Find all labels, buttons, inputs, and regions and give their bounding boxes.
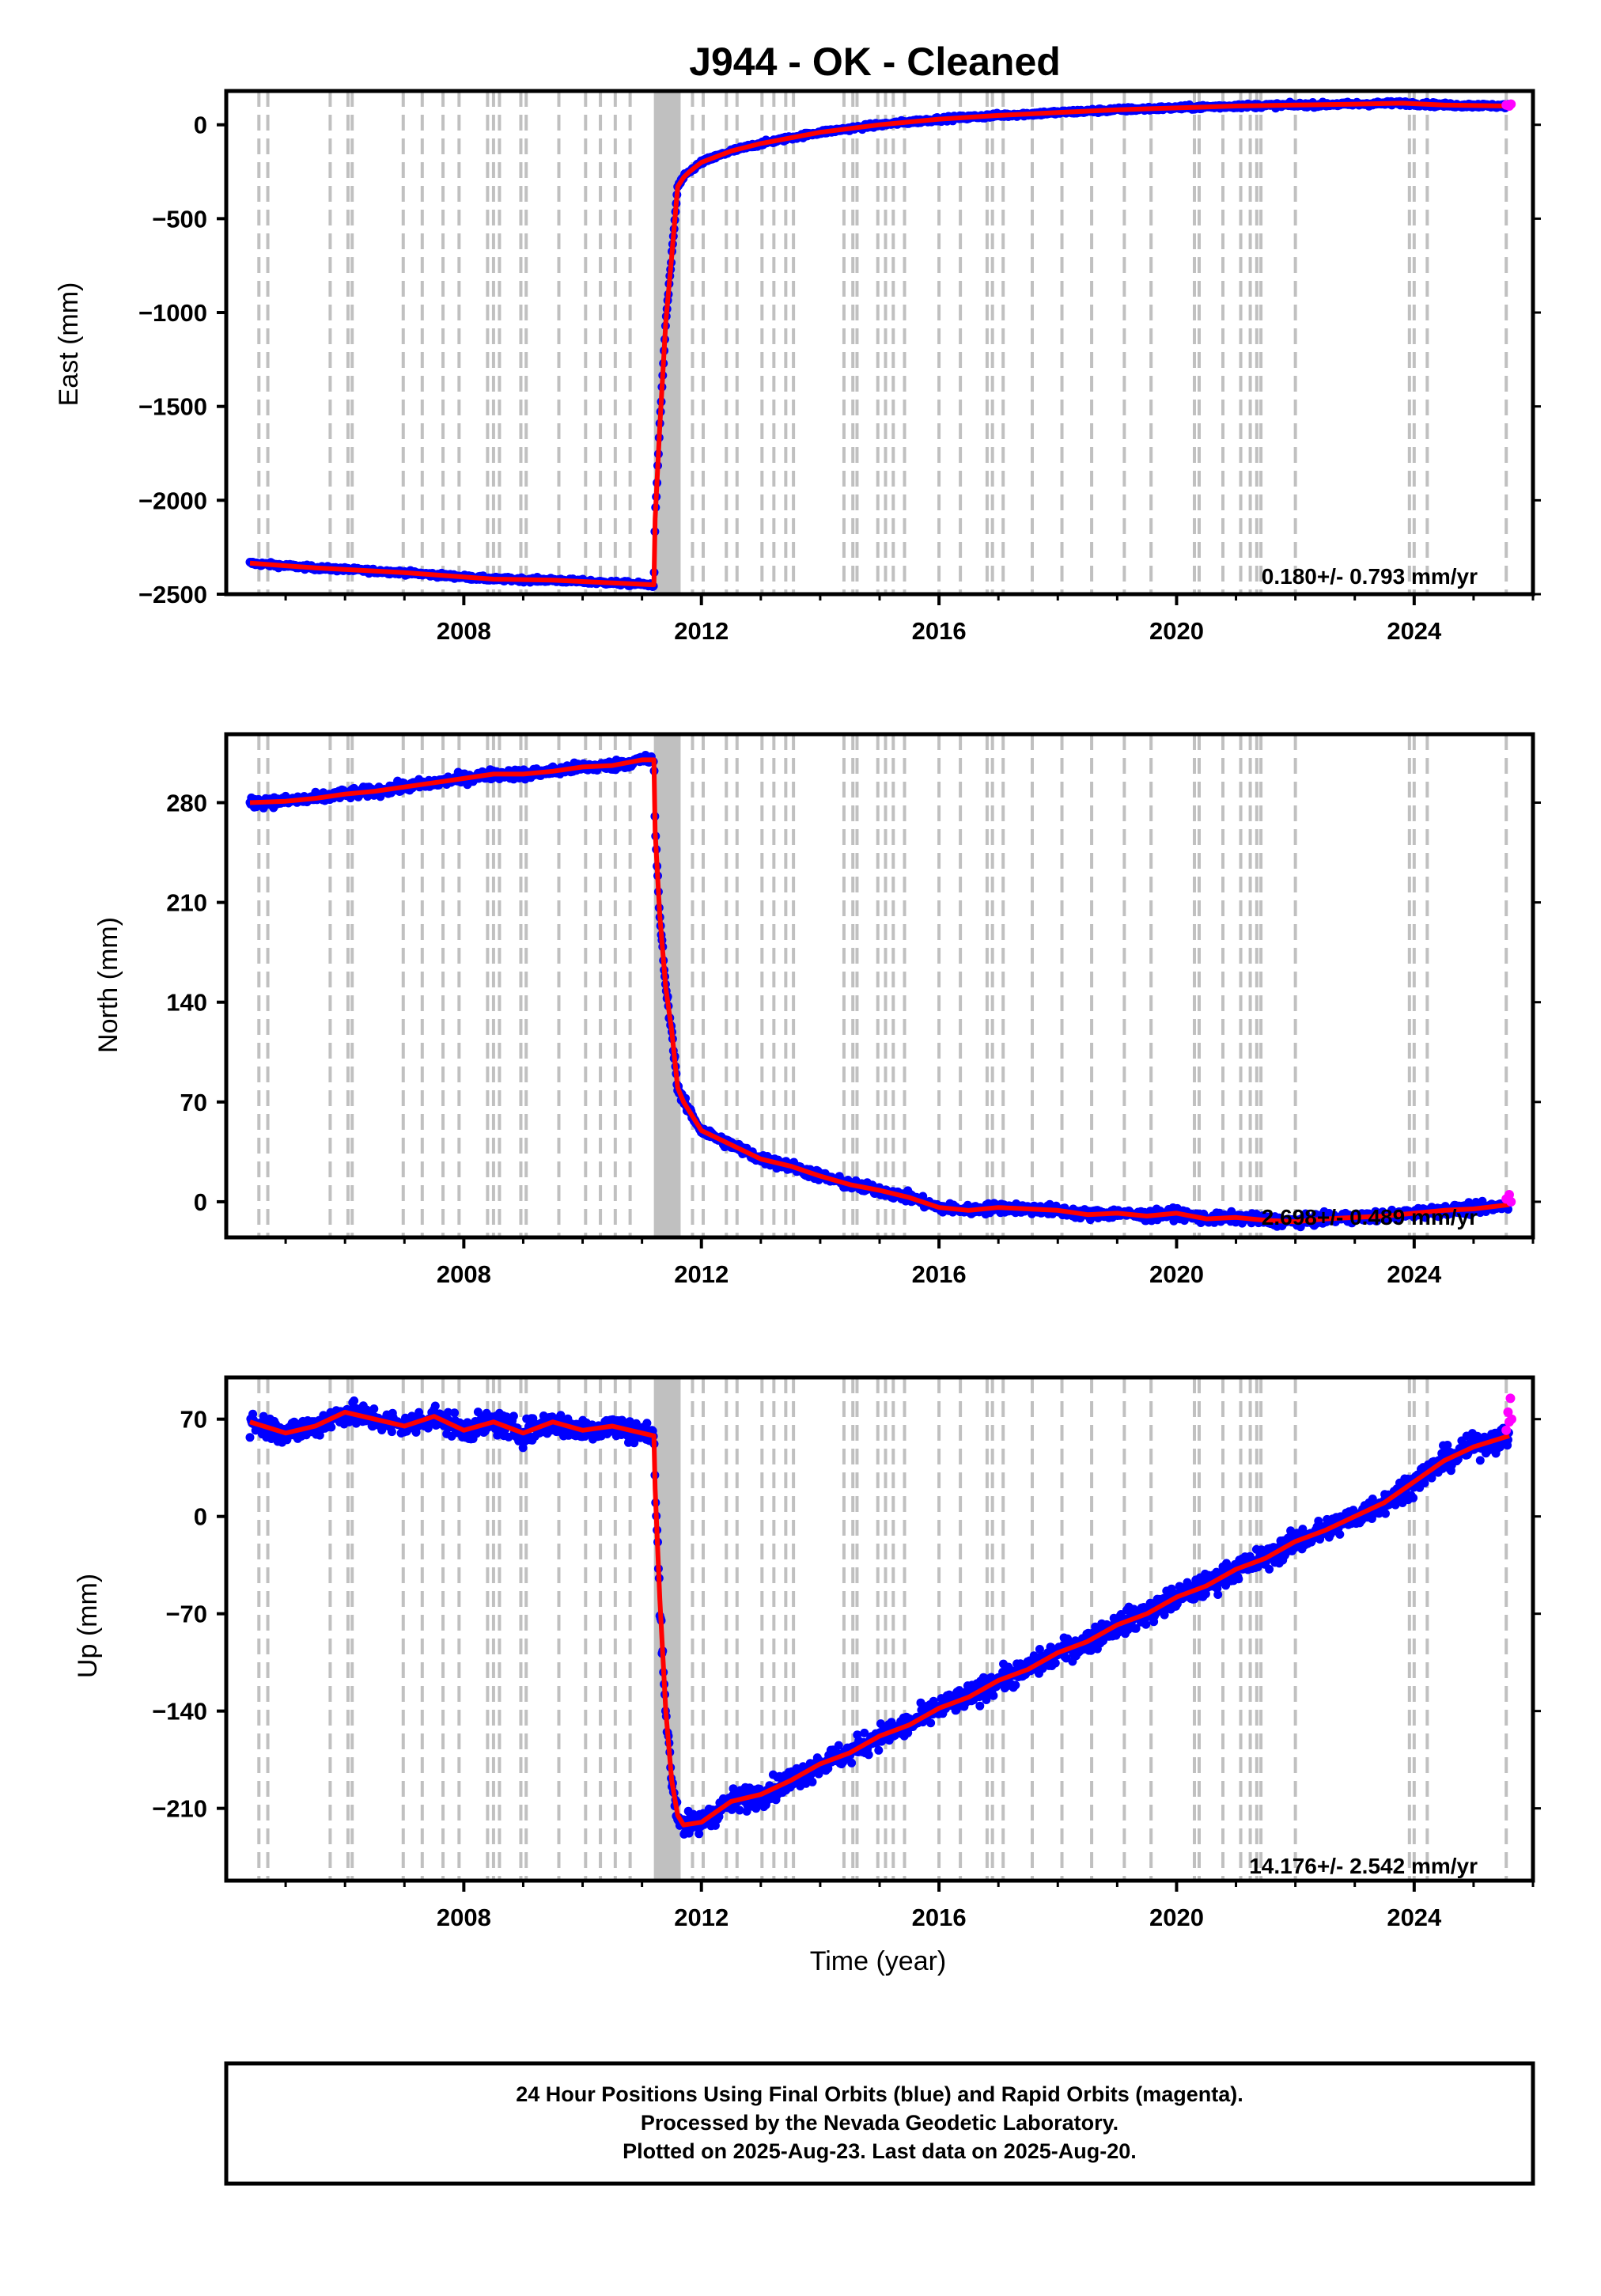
data-point: [1035, 1645, 1044, 1654]
final-orbit-points: [245, 751, 1513, 1232]
trend-line: [249, 100, 1510, 588]
y-tick-label: 280: [166, 789, 207, 816]
data-point: [315, 1430, 324, 1440]
data-point: [518, 1443, 528, 1453]
x-ticks: 2008 2012 2016 2020 2024: [284, 1237, 1535, 1288]
x-tick-label: 2012: [674, 1260, 729, 1288]
data-point: [528, 1414, 538, 1423]
y-axis-label: East (mm): [54, 282, 84, 407]
rapid-point: [1506, 99, 1516, 109]
y-tick-label: −1000: [138, 299, 207, 327]
data-point: [918, 1192, 928, 1201]
data-point: [982, 1695, 991, 1704]
x-tick-label: 2016: [912, 617, 967, 645]
y-tick-label: 0: [194, 112, 207, 139]
event-lines: [257, 91, 1508, 594]
x-tick-label: 2008: [437, 617, 491, 645]
data-point: [834, 1741, 843, 1750]
x-tick-label: 2012: [674, 617, 729, 645]
y-ticks: 0 70 140 210 280: [166, 789, 1541, 1216]
data-point: [1050, 1658, 1060, 1668]
event-lines: [257, 1377, 1508, 1881]
data-point: [735, 1805, 744, 1815]
x-tick-label: 2024: [1387, 617, 1442, 645]
data-point: [369, 1404, 379, 1414]
panel-east: 0−500−1000−1500−2000−2500 2008 2012 2016 20…: [54, 89, 1541, 645]
y-tick-label: 0: [194, 1188, 207, 1216]
trend-line: [249, 757, 1510, 1225]
rate-label: 0.180+/- 0.793 mm/yr: [1262, 564, 1478, 589]
data-point: [847, 1758, 857, 1767]
data-point: [245, 1433, 255, 1442]
x-tick-label: 2008: [437, 1260, 491, 1288]
y-tick-label: 140: [166, 989, 207, 1017]
y-axis-label: North (mm): [93, 917, 123, 1053]
panel-north: 0 70 140 210 280 2008 2012 2016 2020 2024 North …: [93, 732, 1541, 1288]
data-point: [630, 1438, 639, 1448]
data-point: [1062, 1654, 1071, 1663]
data-point: [350, 1396, 359, 1405]
data-point: [975, 1701, 985, 1711]
data-point: [509, 1411, 518, 1421]
rapid-point: [1506, 1196, 1516, 1207]
data-point: [860, 1728, 869, 1737]
trend-polyline: [249, 757, 1510, 1225]
x-tick-label: 2020: [1149, 617, 1204, 645]
chart-title: J944 - OK - Cleaned: [689, 40, 1061, 84]
data-point: [695, 1829, 704, 1839]
data-point: [808, 1777, 817, 1786]
y-tick-label: −2000: [138, 487, 207, 514]
data-point: [1011, 1680, 1020, 1690]
x-tick-label: 2020: [1149, 1260, 1204, 1288]
data-point: [387, 1427, 396, 1437]
rapid-point: [1504, 1189, 1514, 1199]
data-point: [327, 1423, 336, 1432]
data-point: [444, 1408, 452, 1417]
rapid-orbit-points: [1501, 1189, 1516, 1207]
panel-up: 700−70−140−210 2008 2012 2016 2020 2024 Up (…: [73, 1375, 1541, 1931]
event-lines: [257, 734, 1508, 1237]
data-point: [642, 1419, 652, 1428]
trend-polyline: [249, 100, 1510, 588]
data-point: [430, 1401, 440, 1411]
y-ticks: 0 −500 −1000 −1500 −2000 −2500: [138, 112, 1541, 608]
y-tick-label: −1500: [138, 393, 207, 421]
y-tick-label: 70: [180, 1089, 207, 1116]
y-tick-label: 210: [166, 889, 207, 917]
rate-label: 2.698+/- 0.489 mm/yr: [1262, 1205, 1478, 1229]
rapid-orbit-points: [1501, 99, 1516, 111]
data-point: [989, 1691, 998, 1700]
data-point: [926, 1718, 936, 1728]
data-point: [864, 1750, 873, 1760]
data-point: [874, 1745, 884, 1755]
y-tick-label: −500: [152, 205, 207, 233]
x-ticks: 2008 2012 2016 2020 2024: [284, 594, 1535, 645]
data-point: [823, 1764, 833, 1773]
data-point: [450, 1408, 460, 1418]
x-tick-label: 2016: [912, 1260, 967, 1288]
x-tick-label: 2024: [1387, 1260, 1442, 1288]
y-tick-label: −2500: [138, 581, 207, 608]
